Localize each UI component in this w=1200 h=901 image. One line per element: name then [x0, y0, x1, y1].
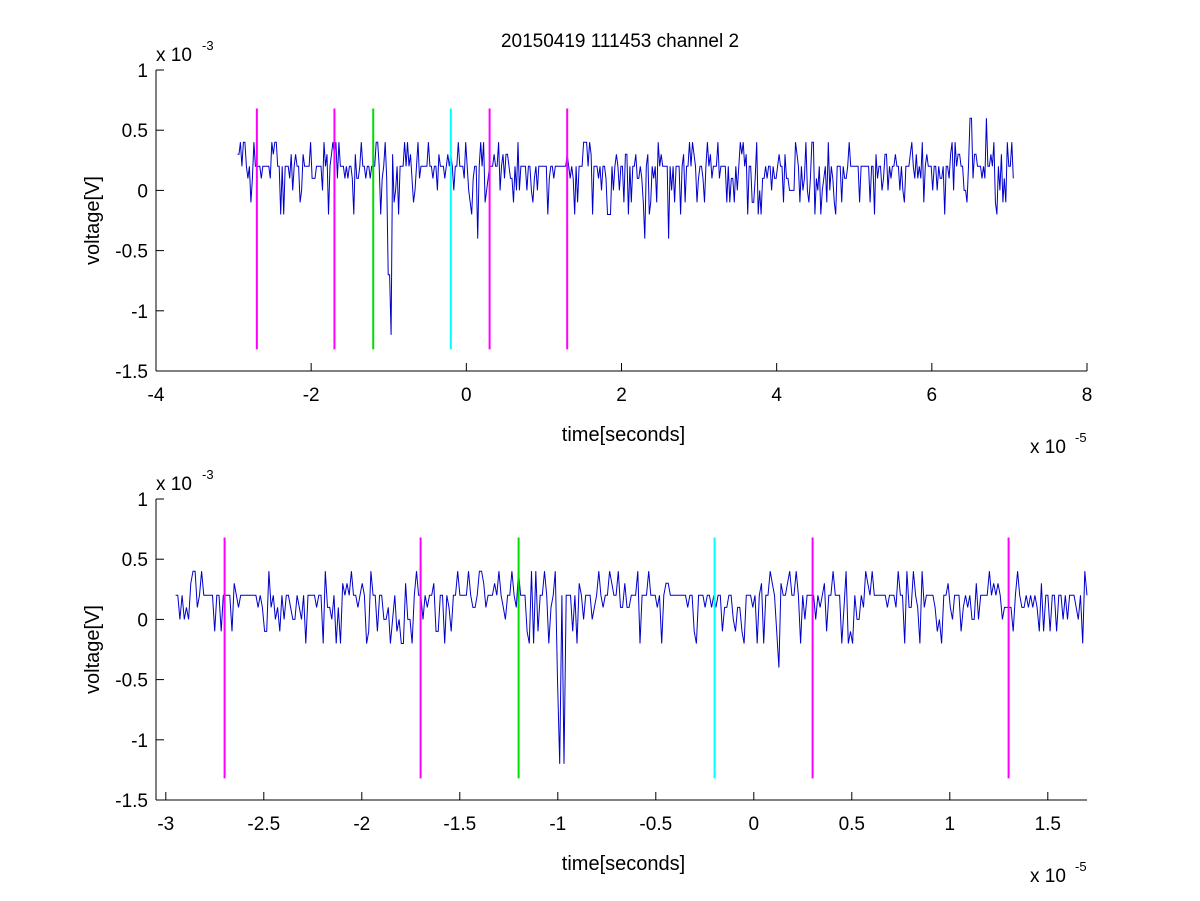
y-tick-label: 0.5 [122, 550, 148, 571]
y-multiplier: x 10 [156, 45, 192, 66]
y-tick-label: 1 [137, 61, 148, 82]
x-tick-label: -2 [303, 385, 320, 406]
signal-trace [175, 570, 1088, 764]
y-tick-label: 0.5 [122, 121, 148, 142]
x-tick-label: 0 [461, 385, 472, 406]
x-exponent: -5 [1075, 430, 1087, 445]
y-tick-label: 1 [137, 490, 148, 511]
x-tick-label: -2.5 [247, 814, 280, 835]
x-tick-label: -2 [353, 814, 370, 835]
x-tick-label: 8 [1082, 385, 1093, 406]
x-axis-label: time[seconds] [562, 424, 685, 446]
y-axis-label: voltage[V] [82, 605, 104, 694]
signal-trace [237, 117, 1014, 335]
x-tick-label: 0 [749, 814, 760, 835]
x-tick-label: 1 [945, 814, 956, 835]
y-tick-label: -1 [131, 302, 148, 323]
x-multiplier: x 10 [1030, 866, 1066, 887]
x-axis-label: time[seconds] [562, 853, 685, 875]
x-tick-label: 6 [927, 385, 938, 406]
x-tick-label: -3 [157, 814, 174, 835]
bottom-plot: -1.5 -1 -0.5 0 0.5 1 -3 -2.5 -2 -1.5 -1 -0.5 0 0.5 1 1.… [82, 467, 1088, 887]
y-tick-label: -0.5 [115, 242, 148, 263]
y-tick-label: -0.5 [115, 671, 148, 692]
x-tick-label: -4 [148, 385, 165, 406]
x-tick-label: 1.5 [1035, 814, 1061, 835]
y-tick-label: 0 [137, 610, 148, 631]
y-exponent: -3 [202, 467, 214, 482]
y-multiplier: x 10 [156, 474, 192, 495]
y-tick-label: -1 [131, 731, 148, 752]
x-tick-label: -1 [549, 814, 566, 835]
y-tick-label: -1.5 [115, 791, 148, 812]
chart-title: 20150419 111453 channel 2 [501, 31, 739, 52]
y-axis-label: voltage[V] [82, 176, 104, 265]
x-multiplier: x 10 [1030, 437, 1066, 458]
top-plot: -1.5 -1 -0.5 0 0.5 1 -4 -2 0 2 4 6 8 time[seconds] vol… [82, 38, 1092, 458]
x-tick-label: 0.5 [839, 814, 865, 835]
x-tick-label: -0.5 [639, 814, 672, 835]
y-exponent: -3 [202, 38, 214, 53]
x-exponent: -5 [1075, 859, 1087, 874]
y-tick-label: 0 [137, 181, 148, 202]
y-tick-label: -1.5 [115, 362, 148, 383]
x-tick-label: 2 [616, 385, 627, 406]
x-tick-label: -1.5 [443, 814, 476, 835]
x-tick-label: 4 [771, 385, 782, 406]
